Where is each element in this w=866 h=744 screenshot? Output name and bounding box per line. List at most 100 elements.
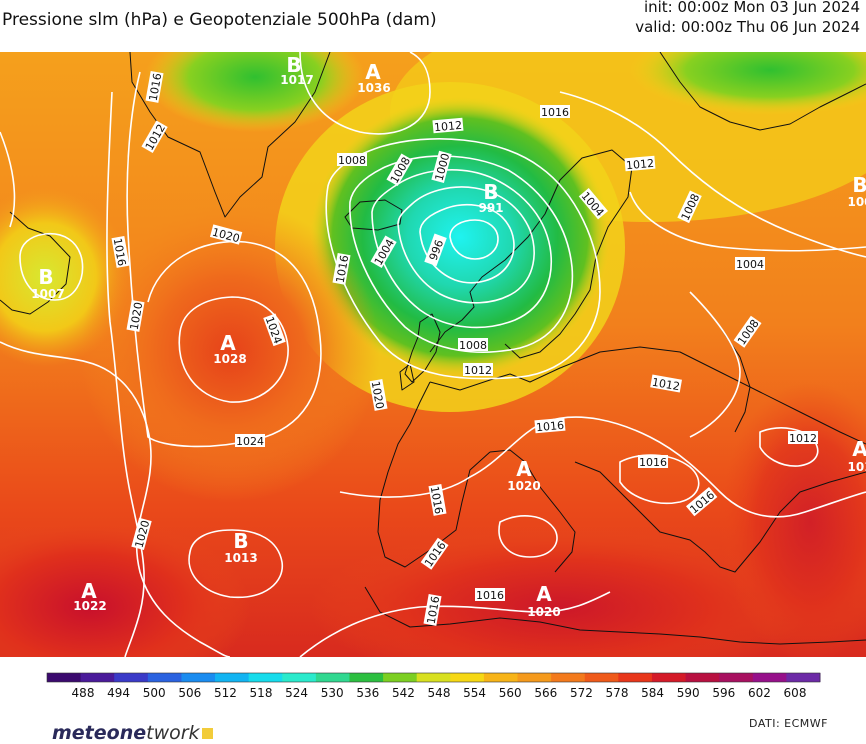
- colorbar-tick-label: 488: [72, 686, 95, 700]
- isobar-label: 1016: [111, 237, 129, 267]
- isobar-label: 1012: [651, 376, 681, 394]
- colorbar-tick-label: 494: [107, 686, 130, 700]
- logo-square-icon: [201, 728, 213, 739]
- centre-letter: A: [81, 579, 97, 603]
- isobar-label: 1016: [428, 485, 446, 515]
- centre-letter: B: [483, 180, 498, 204]
- colorbar-swatches: [46, 672, 821, 683]
- isobar-label: 1016: [639, 456, 667, 469]
- centre-letter: B: [852, 173, 866, 197]
- isobar-label: 1016: [541, 106, 569, 119]
- colorbar-frame: [46, 672, 821, 683]
- isobar-label: 1016: [536, 419, 565, 434]
- colorbar-swatch: [282, 673, 317, 682]
- isobar-label: 1012: [626, 157, 655, 172]
- colorbar-tick-label: 584: [641, 686, 664, 700]
- isobar-label: 1020: [369, 380, 387, 410]
- colorbar-ticks: 488 494 500 506 512 518 524 530 536 542 548 554 560 5…: [72, 686, 807, 700]
- centre-value: 1007: [31, 287, 64, 301]
- colorbar-tick-label: 506: [178, 686, 201, 700]
- logo-accent: twork: [146, 722, 200, 744]
- colorbar-tick-label: 608: [784, 686, 807, 700]
- colorbar-tick-label: 500: [143, 686, 166, 700]
- isobar-label: 1016: [476, 589, 504, 602]
- centre-letter: A: [852, 437, 866, 461]
- colorbar-tick-label: 572: [570, 686, 593, 700]
- colorbar-tick-label: 548: [428, 686, 451, 700]
- centre-value: 1020: [507, 479, 540, 493]
- isobar-label: 1016: [334, 254, 352, 284]
- centre-letter: A: [536, 582, 552, 606]
- centre-letter: A: [516, 457, 532, 481]
- centre-value: 1036: [357, 81, 390, 95]
- colorbar-swatch: [651, 673, 687, 682]
- colorbar-swatch: [181, 673, 216, 682]
- colorbar-swatch: [315, 673, 350, 682]
- isobar-label: 1024: [236, 435, 264, 448]
- chart-title: Pressione slm (hPa) e Geopotenziale 500h…: [2, 10, 437, 30]
- colorbar-swatch: [719, 673, 754, 682]
- colorbar-tick-label: 518: [250, 686, 273, 700]
- colorbar-tick-label: 512: [214, 686, 237, 700]
- pressure-centres: B 1017 A 1036 B 991 B 1007 A 1028 B 1013…: [31, 53, 866, 619]
- colorbar-swatch: [517, 673, 552, 682]
- colorbar-swatch: [752, 673, 787, 682]
- isobars: [0, 52, 866, 657]
- colorbar-swatch: [114, 673, 149, 682]
- colorbar-tick-label: 530: [321, 686, 344, 700]
- colorbar-swatch: [416, 673, 451, 682]
- meteonetwork-logo: meteonetwork: [52, 722, 213, 744]
- colorbar-tick-label: 566: [534, 686, 557, 700]
- centre-letter: A: [220, 331, 236, 355]
- isobar-label: 1012: [789, 432, 817, 445]
- colorbar-tick-label: 560: [499, 686, 522, 700]
- colorbar-tick-label: 536: [356, 686, 379, 700]
- colorbar-swatch: [47, 673, 82, 682]
- centre-letter: B: [38, 265, 53, 289]
- colorbar-swatch: [215, 673, 250, 682]
- centre-value: 1017: [280, 73, 313, 87]
- isobar-labels: 1016 1012 1016 1012 1008 1000 1020 1008 …: [111, 71, 818, 626]
- isobar-label: 1020: [128, 301, 146, 331]
- colorbar-swatch: [147, 673, 182, 682]
- centre-value: 100: [847, 195, 866, 209]
- colorbar-swatch: [450, 673, 485, 682]
- centre-value: 101: [847, 460, 866, 474]
- isobar-label: 1008: [338, 154, 366, 167]
- init-time: init: 00:00z Mon 03 Jun 2024: [643, 0, 860, 16]
- isobar-label: 1008: [459, 339, 487, 352]
- colorbar-swatch: [584, 673, 619, 682]
- colorbar-swatch: [618, 673, 653, 682]
- colorbar-tick-label: 554: [463, 686, 486, 700]
- data-credit: DATI: ECMWF: [749, 717, 828, 730]
- centre-value: 1020: [527, 605, 560, 619]
- colorbar-swatch: [383, 673, 418, 682]
- colorbar-swatch: [349, 673, 384, 682]
- centre-letter: B: [233, 529, 248, 553]
- logo-main: meteone: [52, 722, 147, 744]
- coastlines: [0, 52, 866, 645]
- centre-letter: B: [286, 53, 301, 77]
- centre-value: 1013: [224, 551, 257, 565]
- isobar-label: 1016: [425, 595, 443, 625]
- isobar-label: 1012: [434, 119, 463, 134]
- isobar-label: 1016: [147, 72, 165, 102]
- isobar-label: 1004: [736, 258, 764, 271]
- centre-value: 1022: [73, 599, 106, 613]
- colorbar-swatch: [248, 673, 283, 682]
- colorbar-tick-label: 596: [712, 686, 735, 700]
- isobar-label: 1012: [464, 364, 492, 377]
- centre-letter: A: [365, 60, 381, 84]
- colorbar: 488 494 500 506 512 518 524 530 536 542 548 554 560 5…: [46, 672, 821, 700]
- colorbar-tick-label: 542: [392, 686, 415, 700]
- colorbar-tick-label: 578: [606, 686, 629, 700]
- colorbar-swatch: [483, 673, 519, 682]
- colorbar-tick-label: 602: [748, 686, 771, 700]
- centre-value: 991: [478, 201, 503, 215]
- valid-time: valid: 00:00z Thu 06 Jun 2024: [635, 18, 860, 36]
- colorbar-swatch: [80, 673, 115, 682]
- weather-map: 1016 1012 1016 1012 1008 1000 1020 1008 …: [0, 52, 866, 657]
- colorbar-swatch: [685, 673, 720, 682]
- colorbar-swatch: [551, 673, 586, 682]
- colorbar-tick-label: 590: [677, 686, 700, 700]
